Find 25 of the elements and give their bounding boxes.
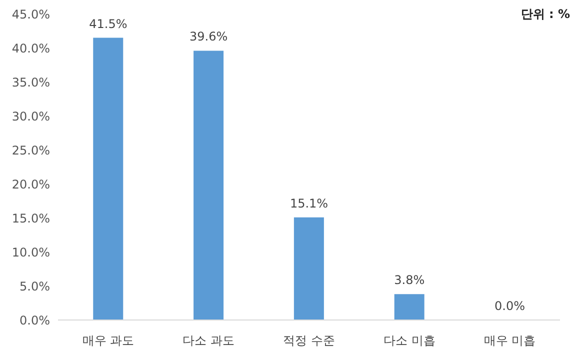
x-tick-label: 매우 미흡 (484, 334, 536, 348)
y-tick-label: 15.0% (12, 211, 50, 226)
y-tick-label: 0.0% (20, 313, 50, 328)
y-tick-label: 30.0% (12, 109, 50, 124)
x-tick-label: 다소 과도 (182, 334, 235, 348)
y-tick-label: 10.0% (12, 245, 50, 260)
data-label: 39.6% (190, 30, 228, 44)
y-tick-label: 5.0% (20, 279, 50, 294)
data-label: 15.1% (290, 196, 328, 210)
bar (194, 50, 224, 320)
x-tick-label: 다소 미흡 (383, 334, 436, 348)
data-label: 3.8% (394, 273, 425, 288)
x-tick-label: 매우 과도 (82, 334, 134, 348)
data-label: 0.0% (494, 299, 526, 313)
y-tick-label: 35.0% (12, 75, 50, 90)
bar (93, 38, 124, 320)
data-label: 41.5% (89, 16, 128, 31)
x-tick-label: 적정 수준 (283, 334, 335, 348)
bar (294, 217, 324, 320)
y-tick-label: 25.0% (12, 143, 50, 158)
bar (394, 294, 424, 320)
annotation: 단위 : % (520, 6, 570, 23)
y-tick-label: 45.0% (12, 7, 50, 22)
y-tick-label: 20.0% (12, 177, 50, 192)
y-tick-label: 40.0% (12, 41, 50, 56)
